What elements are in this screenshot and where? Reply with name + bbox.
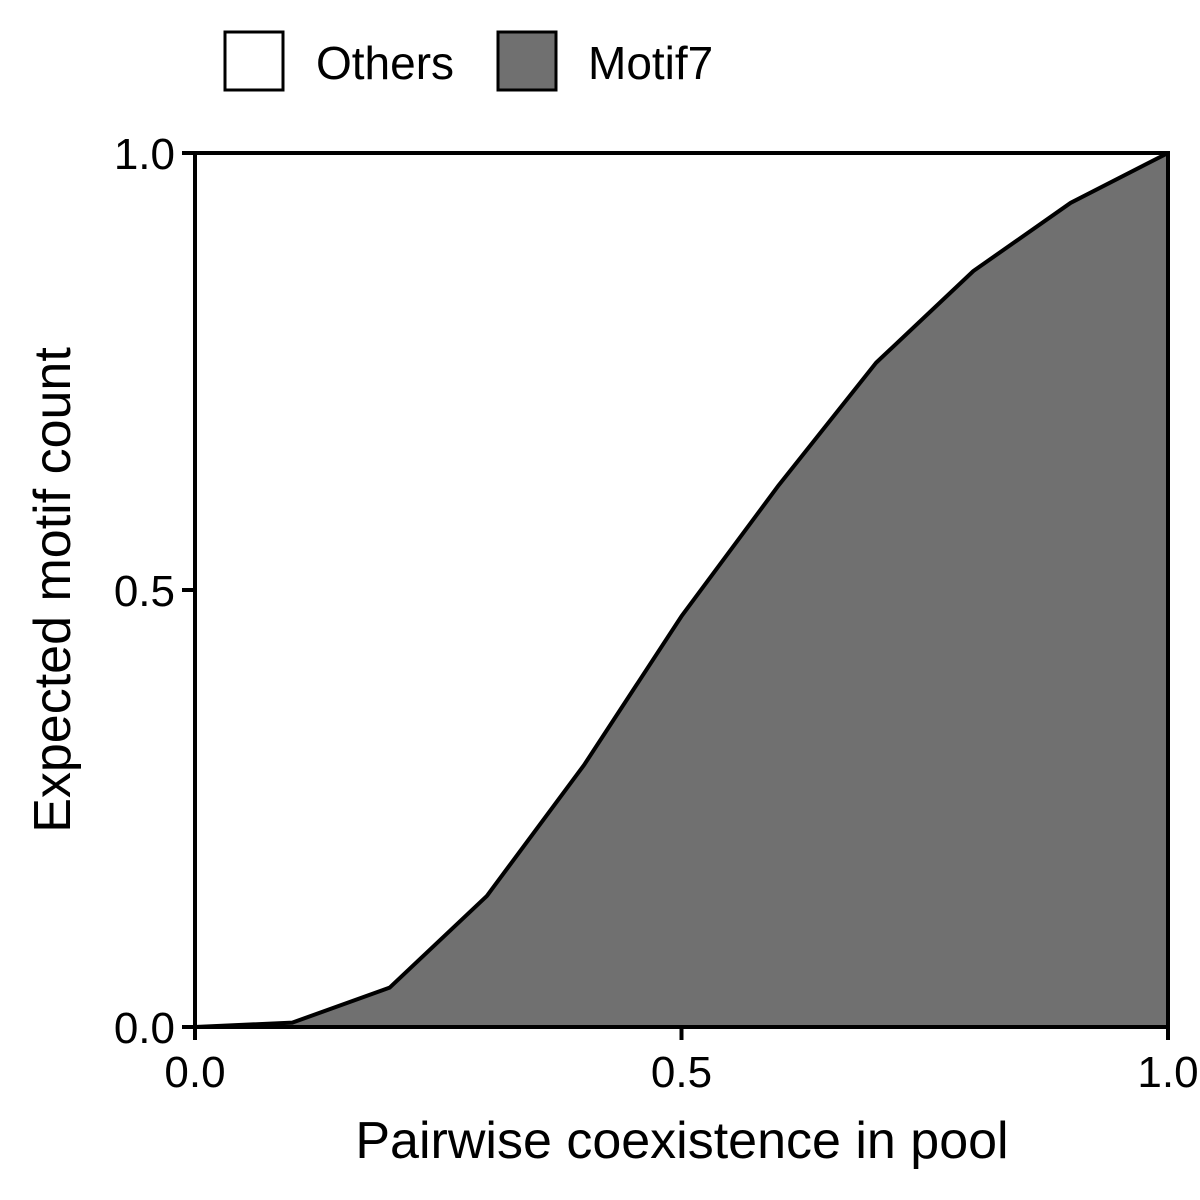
x-axis: 0.0 0.5 1.0 [164,1027,1199,1097]
y-tick-label: 0.5 [114,567,175,616]
y-axis: 0.0 0.5 1.0 [114,130,195,1053]
area-motif7 [195,153,1168,1027]
x-tick-label: 0.0 [164,1048,225,1097]
x-tick-label: 1.0 [1137,1048,1198,1097]
y-tick-label: 1.0 [114,130,175,179]
x-tick-label: 0.5 [651,1048,712,1097]
legend-swatch-motif7 [496,30,558,92]
legend-label-others: Others [316,37,454,89]
motif7-boundary-line [194,151,1169,1029]
plot-area [193,151,1170,1029]
legend-swatch-others [223,30,285,92]
y-tick-label: 0.0 [114,1004,175,1053]
legend: Others Motif7 [223,30,713,92]
y-axis-title: Expected motif count [24,347,82,833]
area-others [195,153,1168,1027]
legend-label-motif7: Motif7 [588,37,713,89]
x-axis-title: Pairwise coexistence in pool [355,1112,1008,1170]
series-layer [194,151,1169,1029]
